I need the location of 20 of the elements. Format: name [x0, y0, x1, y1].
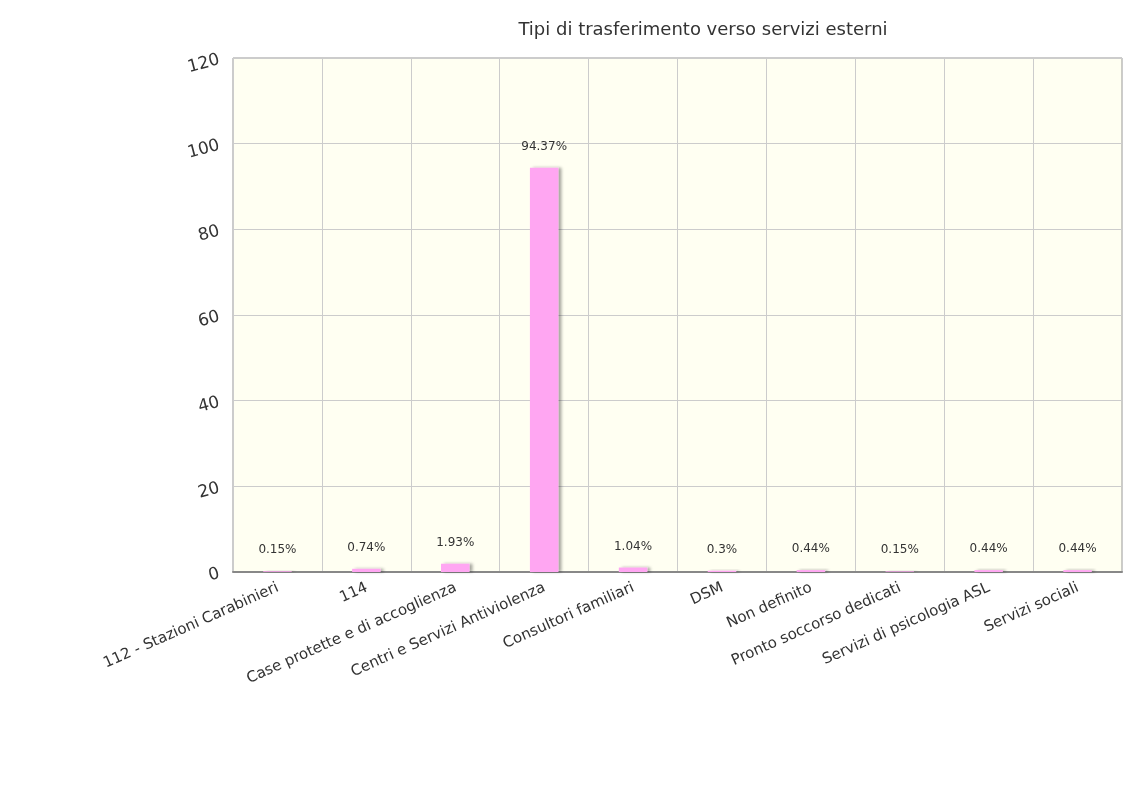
- y-tick-label: 0: [205, 562, 222, 585]
- x-tick-label: DSM: [687, 577, 726, 609]
- data-label: 0.74%: [347, 539, 386, 554]
- y-tick-label: 20: [195, 476, 222, 502]
- y-tick-label: 40: [195, 391, 222, 416]
- data-label: 0.15%: [880, 542, 919, 557]
- data-label: 0.15%: [258, 542, 297, 557]
- data-label: 0.3%: [706, 541, 738, 556]
- y-tick-label: 60: [195, 305, 222, 331]
- data-label: 0.44%: [969, 541, 1008, 556]
- chart-title: Tipi di trasferimento verso servizi esterni: [517, 17, 888, 39]
- data-label: 0.44%: [791, 541, 830, 556]
- data-label: 1.93%: [436, 534, 475, 549]
- y-tick-label: 120: [185, 48, 222, 77]
- data-label: 94.37%: [521, 138, 568, 153]
- data-label: 0.44%: [1058, 541, 1097, 556]
- y-tick-label: 80: [195, 219, 222, 245]
- y-tick-label: 100: [185, 134, 222, 162]
- x-tick-label: 114: [336, 577, 371, 606]
- data-label: 1.04%: [613, 538, 653, 553]
